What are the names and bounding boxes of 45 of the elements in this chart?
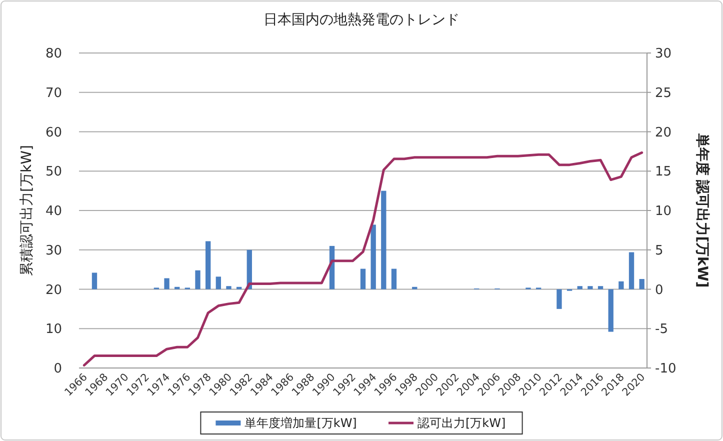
bar <box>236 286 242 290</box>
y-tick-label: 50 <box>45 164 62 180</box>
bar <box>360 268 366 290</box>
y-axis-title: 累積認可出力[万kW] <box>18 145 35 276</box>
y2-tick-label: 20 <box>655 125 672 140</box>
legend-label: 単年度増加量[万kW] <box>244 416 357 430</box>
y-tick-label: 10 <box>45 322 62 338</box>
bar <box>164 278 170 290</box>
y-tick-label: 80 <box>45 46 62 62</box>
bar <box>628 252 634 290</box>
line-series <box>82 151 644 366</box>
bar <box>174 286 180 290</box>
y-tick-label: 20 <box>45 282 62 298</box>
legend-label: 認可出力[万kW] <box>418 416 506 430</box>
bar <box>412 286 418 290</box>
bar <box>608 289 614 332</box>
y2-tick-label: 25 <box>655 86 672 101</box>
y-tick-label: 30 <box>45 243 62 258</box>
y-tick-label: 0 <box>54 362 62 377</box>
y2-tick-label: 15 <box>655 164 672 180</box>
y2-tick-label: 30 <box>655 46 672 62</box>
bar <box>556 289 562 309</box>
y2-tick-label: -10 <box>655 362 676 377</box>
bar <box>206 241 211 290</box>
bar <box>618 281 624 290</box>
bar <box>216 276 221 290</box>
y2-tick-label: 0 <box>655 282 664 298</box>
bar <box>588 286 593 290</box>
bar <box>370 224 376 290</box>
bar <box>92 272 98 290</box>
y2-tick-label: 5 <box>655 243 664 258</box>
y2-axis-title: 単年度 認可出力[万kW] <box>694 132 712 288</box>
bar <box>598 286 604 290</box>
y-tick-label: 70 <box>45 86 62 101</box>
chart-title: 日本国内の地熱発電のトレンド <box>264 12 460 28</box>
bar <box>381 190 386 290</box>
bar <box>639 279 644 290</box>
bar <box>226 286 232 290</box>
bar <box>577 286 582 290</box>
y2-tick-label: 10 <box>655 204 672 220</box>
bar <box>195 270 200 290</box>
y-tick-label: 60 <box>45 125 62 140</box>
bar <box>391 268 397 290</box>
y-tick-label: 40 <box>45 204 62 220</box>
y2-tick-label: -5 <box>655 322 668 338</box>
